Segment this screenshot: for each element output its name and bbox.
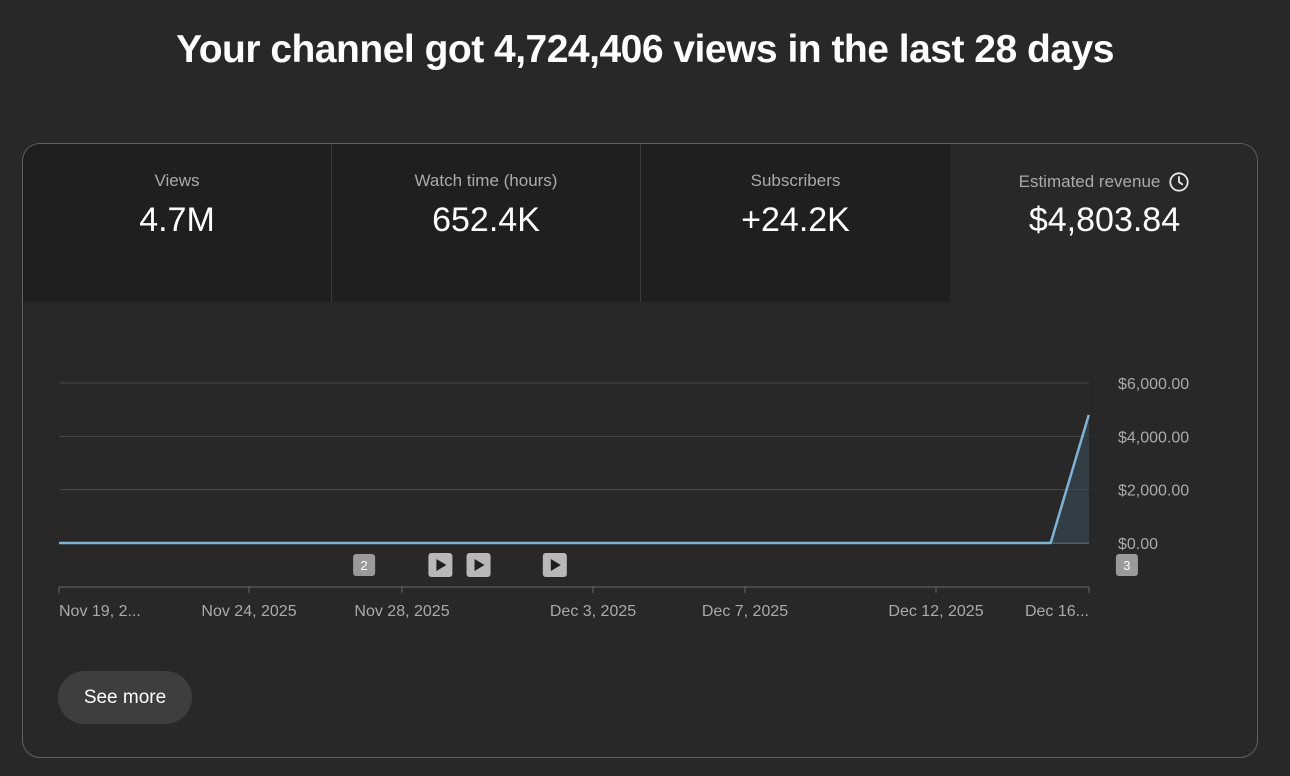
page-title: Your channel got 4,724,406 views in the … bbox=[176, 28, 1114, 71]
tab-subscribers-value: +24.2K bbox=[741, 201, 850, 239]
x-tick-label: Nov 24, 2025 bbox=[201, 603, 296, 620]
marker-count-badge[interactable] bbox=[353, 554, 376, 576]
metric-tabs: Views 4.7M Watch time (hours) 652.4K Sub… bbox=[23, 144, 1257, 302]
tab-subscribers-label: Subscribers bbox=[750, 171, 841, 190]
series-line-estimated-revenue bbox=[59, 414, 1090, 545]
play-icon bbox=[436, 559, 447, 571]
tab-watch-time[interactable]: Watch time (hours) 652.4K bbox=[332, 144, 641, 302]
marker-count-label: 3 bbox=[1123, 558, 1130, 573]
tab-subscribers[interactable]: Subscribers +24.2K bbox=[641, 144, 950, 302]
revenue-chart: $6,000.00 $4,000.00 $2,000.00 $0.00 Nov 19, … bbox=[58, 376, 1189, 620]
tab-estimated-revenue-label: Estimated revenue bbox=[1018, 172, 1161, 191]
play-icon bbox=[550, 559, 561, 571]
x-tick-label: Nov 28, 2025 bbox=[354, 603, 449, 620]
x-tick-label: Dec 7, 2025 bbox=[702, 603, 788, 620]
metrics-card: Views 4.7M Watch time (hours) 652.4K Sub… bbox=[22, 143, 1258, 758]
y-tick-label: $6,000.00 bbox=[1118, 376, 1189, 393]
tab-estimated-revenue-value: $4,803.84 bbox=[1028, 201, 1181, 239]
play-icon bbox=[474, 559, 485, 571]
y-tick-label: $0.00 bbox=[1118, 536, 1158, 553]
tab-views-value: 4.7M bbox=[139, 201, 215, 239]
see-more-button[interactable]: See more bbox=[58, 671, 192, 724]
clock-icon[interactable] bbox=[1168, 171, 1190, 193]
y-tick-label: $2,000.00 bbox=[1118, 483, 1189, 500]
x-tick-label: Dec 3, 2025 bbox=[550, 603, 636, 620]
x-tick-label: Dec 16... bbox=[1025, 603, 1089, 620]
tab-estimated-revenue[interactable]: Estimated revenue $4,803.84 bbox=[950, 144, 1257, 302]
tab-watch-time-label: Watch time (hours) bbox=[414, 171, 558, 190]
y-tick-label: $4,000.00 bbox=[1118, 429, 1189, 446]
x-tick-label: Nov 19, 2... bbox=[59, 603, 141, 620]
x-tick-label: Dec 12, 2025 bbox=[888, 603, 983, 620]
tab-views-label: Views bbox=[154, 171, 200, 190]
marker-count-label: 2 bbox=[361, 558, 368, 573]
tab-watch-time-value: 652.4K bbox=[432, 201, 540, 239]
marker-count-badge[interactable] bbox=[1115, 554, 1138, 576]
tab-views[interactable]: Views 4.7M bbox=[23, 144, 332, 302]
